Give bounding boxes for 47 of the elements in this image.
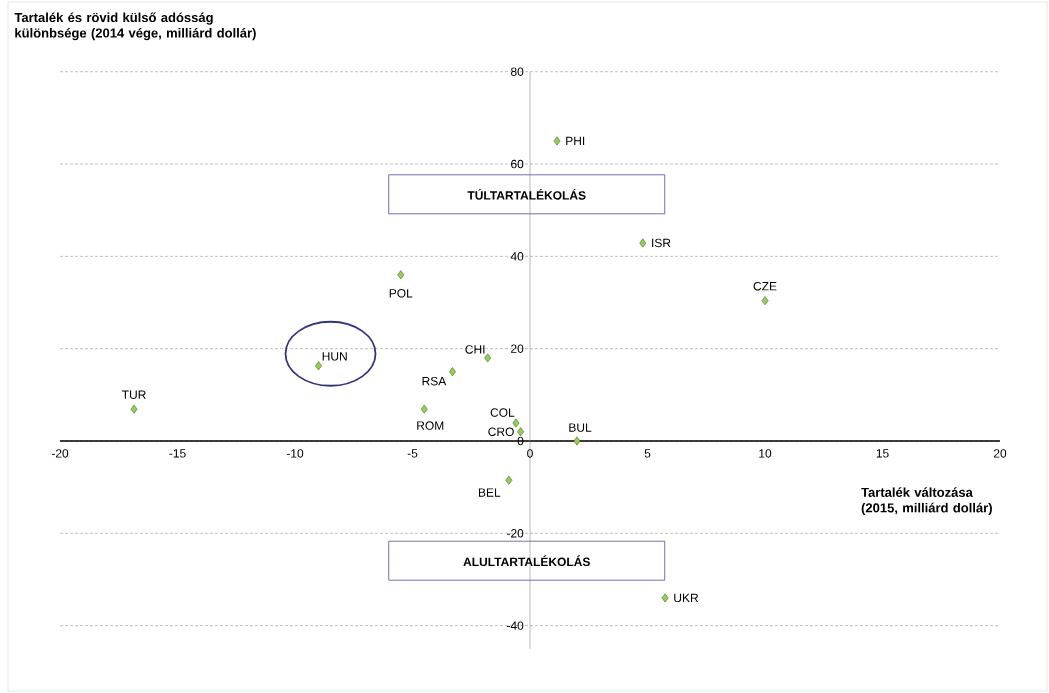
annotation: CRO	[488, 427, 514, 436]
x-tick-label: 15	[876, 449, 889, 458]
x-tick-label: 0	[527, 449, 533, 458]
annotation: BEL	[478, 488, 501, 497]
point	[420, 404, 428, 414]
point	[130, 404, 138, 414]
y-tick-label: 20	[511, 344, 524, 353]
point	[661, 593, 669, 603]
x-tick-label: -10	[286, 449, 304, 458]
point	[449, 367, 456, 377]
annotation: ROM	[417, 421, 444, 430]
point	[484, 353, 492, 363]
point	[505, 475, 513, 485]
x-tick-label: 5	[644, 449, 651, 458]
annotation: PHI	[566, 136, 585, 146]
x-tick-label: 20	[993, 449, 1007, 458]
annotation: TÚLTARTALÉKOLÁS	[467, 188, 586, 200]
annotation: CHI	[465, 345, 485, 354]
y-tick-label: -40	[507, 621, 524, 630]
y-tick-label: 80	[510, 67, 524, 76]
annotation: RSA	[422, 376, 447, 386]
y-tick-label: -20	[507, 529, 524, 538]
annotation: ISR	[652, 238, 671, 248]
annotation: COL	[490, 408, 515, 417]
y-axis-title: Tartalék és rövid külső adósság különbsége (2014 vége, milliárd dollár)	[14, 12, 256, 41]
x-tick-label: -15	[169, 449, 186, 458]
annotation: UKR	[674, 593, 699, 603]
x-tick-label: -5	[407, 449, 418, 458]
x-tick-label: -20	[51, 449, 69, 458]
annotation: TUR	[121, 390, 146, 399]
point	[639, 238, 647, 248]
point	[512, 418, 520, 428]
point	[573, 436, 581, 446]
x-tick-label: 10	[759, 449, 772, 458]
annotation: HUN	[322, 352, 347, 361]
y-tick-label: 40	[510, 252, 524, 261]
annotation: BUL	[569, 423, 592, 432]
point	[397, 270, 405, 280]
x-axis-title: Tartalék változása (2015, milliárd dollár)	[861, 487, 992, 516]
y-tick-label: 60	[511, 159, 524, 169]
annotation: POL	[389, 289, 413, 298]
point	[553, 136, 561, 146]
annotation: ALULTARTALÉKOLÁS	[463, 555, 590, 567]
point	[761, 296, 769, 306]
point	[315, 361, 322, 371]
point	[517, 427, 525, 437]
annotation: CZE	[753, 281, 777, 291]
